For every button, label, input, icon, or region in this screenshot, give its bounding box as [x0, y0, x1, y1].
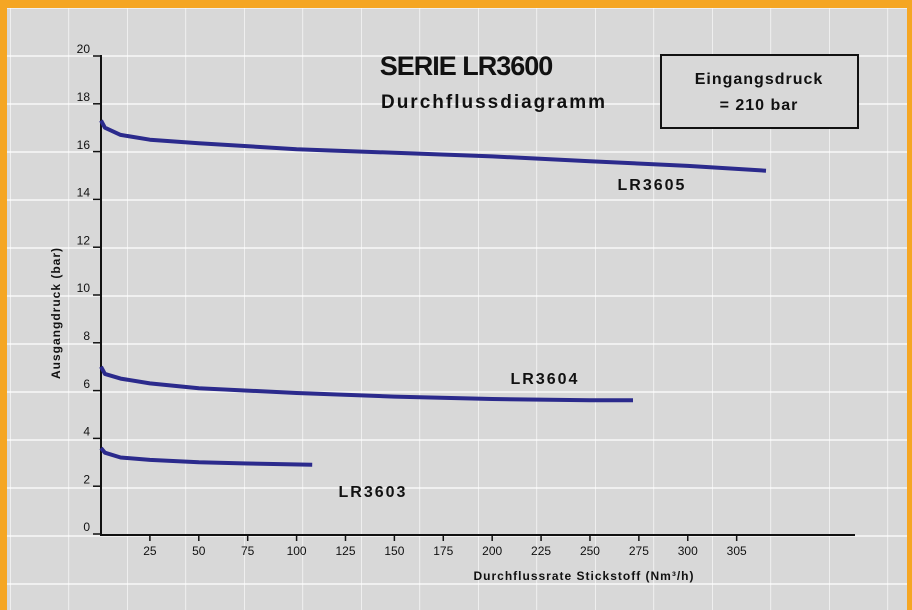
series-label: LR3604 [511, 371, 580, 388]
x-tick-label: 250 [580, 544, 600, 558]
x-tick-label: 225 [531, 544, 551, 558]
series-line [99, 446, 313, 467]
series-label: LR3605 [618, 177, 687, 194]
x-tick-label: 150 [384, 544, 404, 558]
x-tick-label: 125 [335, 544, 355, 558]
y-axis-label: Ausgangdruck (bar) [49, 247, 63, 379]
x-tick-label: 200 [482, 544, 502, 558]
y-tick-label: 6 [83, 377, 90, 391]
chart-title: SERIE LR3600 [380, 51, 553, 81]
annotation-box [660, 54, 859, 129]
y-tick-label: 0 [83, 520, 90, 534]
y-tick-label: 20 [77, 42, 91, 56]
series-label: LR3603 [339, 484, 408, 501]
x-axis-label: Durchflussrate Stickstoff (Nm³/h) [473, 569, 694, 583]
x-tick-label: 300 [678, 544, 698, 558]
series-line [99, 119, 767, 173]
series-line [99, 365, 633, 403]
x-tick-label: 25 [143, 544, 157, 558]
y-tick-label: 8 [83, 329, 90, 343]
x-tick-label: 75 [241, 544, 255, 558]
y-tick-label: 10 [77, 281, 91, 295]
y-tick-label: 16 [77, 138, 91, 152]
annotation: = 210 bar [720, 97, 799, 114]
x-tick-label: 275 [629, 544, 649, 558]
y-tick-label: 18 [77, 90, 91, 104]
x-tick-label: 100 [287, 544, 307, 558]
annotation: Eingangsdruck [695, 71, 824, 88]
x-tick-label: 305 [727, 544, 747, 558]
y-tick-label: 4 [83, 425, 90, 439]
chart-subtitle: Durchflussdiagramm [381, 92, 607, 113]
y-tick-label: 14 [77, 186, 91, 200]
x-tick-label: 50 [192, 544, 206, 558]
y-tick-label: 2 [83, 472, 90, 486]
y-tick-label: 12 [77, 233, 91, 247]
x-tick-label: 175 [433, 544, 453, 558]
